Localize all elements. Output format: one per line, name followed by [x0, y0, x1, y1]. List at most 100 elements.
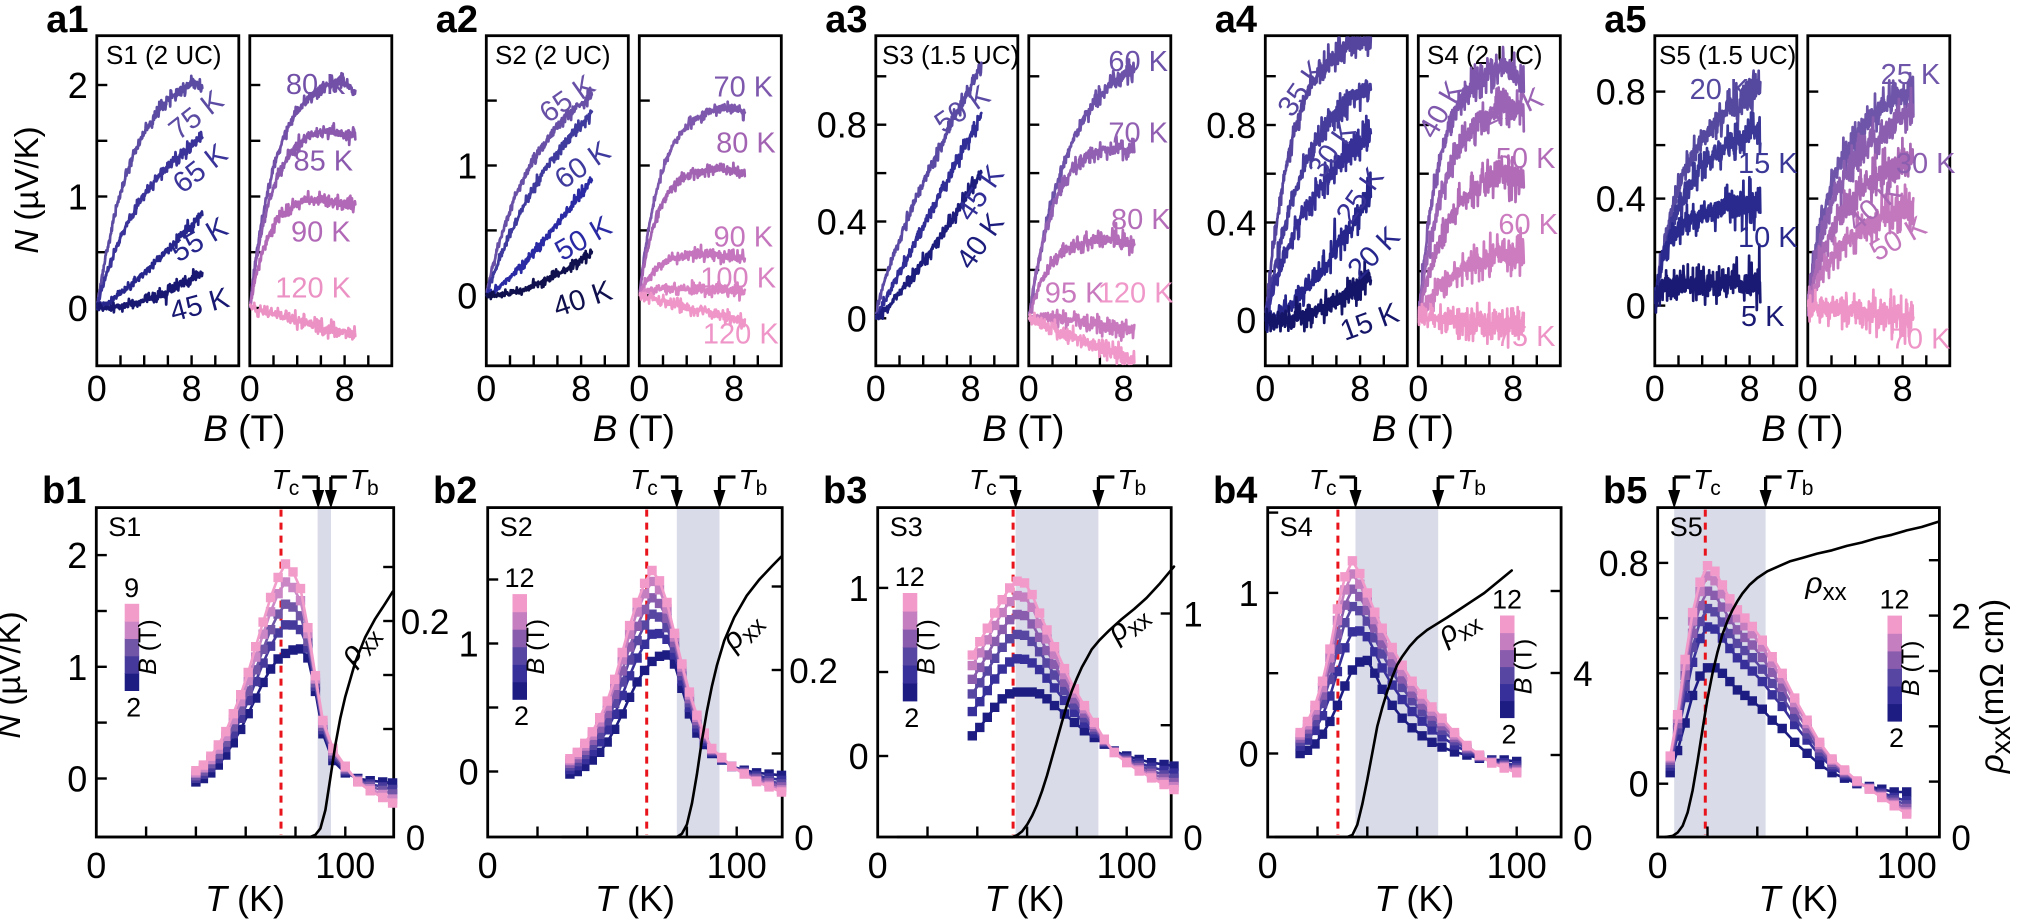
svg-text:0: 0 — [868, 845, 888, 886]
svg-text:2: 2 — [1889, 723, 1904, 753]
svg-text:0: 0 — [1236, 300, 1256, 341]
svg-text:0: 0 — [629, 368, 649, 409]
svg-text:0.4: 0.4 — [817, 202, 867, 243]
svg-text:N (µV/K): N (µV/K) — [0, 611, 27, 738]
svg-text:S5 (1.5 UC): S5 (1.5 UC) — [1659, 40, 1796, 70]
svg-text:S4: S4 — [1280, 512, 1313, 542]
svg-text:0.4: 0.4 — [1206, 203, 1256, 244]
svg-text:B (T): B (T) — [134, 619, 162, 675]
svg-text:0.2: 0.2 — [401, 603, 450, 642]
svg-text:a4: a4 — [1215, 0, 1257, 41]
svg-text:2: 2 — [67, 535, 87, 576]
svg-text:T (K): T (K) — [595, 878, 675, 919]
svg-text:70 K: 70 K — [1891, 324, 1951, 356]
svg-text:0: 0 — [406, 819, 425, 858]
svg-text:70 K: 70 K — [1108, 117, 1168, 149]
svg-text:0: 0 — [1019, 368, 1039, 409]
svg-text:0: 0 — [1408, 368, 1428, 409]
svg-text:25 K: 25 K — [1881, 59, 1941, 91]
svg-text:b2: b2 — [433, 470, 477, 512]
svg-text:0: 0 — [1648, 845, 1668, 886]
svg-text:95 K: 95 K — [1045, 278, 1105, 310]
svg-text:2: 2 — [126, 692, 141, 722]
svg-text:B (T): B (T) — [1372, 408, 1454, 449]
svg-text:0: 0 — [1629, 764, 1649, 805]
svg-text:8: 8 — [961, 368, 981, 409]
svg-text:0.8: 0.8 — [1599, 543, 1649, 584]
svg-text:0: 0 — [1645, 368, 1665, 409]
svg-text:a3: a3 — [825, 0, 867, 41]
svg-text:8: 8 — [1893, 368, 1913, 409]
svg-text:0: 0 — [1573, 819, 1592, 858]
svg-text:a2: a2 — [436, 0, 478, 41]
svg-text:S5: S5 — [1670, 512, 1703, 542]
svg-text:a5: a5 — [1604, 0, 1646, 41]
svg-text:0.2: 0.2 — [789, 652, 838, 691]
svg-text:9: 9 — [124, 573, 139, 603]
svg-text:0: 0 — [68, 288, 88, 329]
svg-text:12: 12 — [895, 562, 925, 592]
svg-text:Tb: Tb — [350, 464, 379, 500]
svg-text:b1: b1 — [42, 470, 86, 512]
svg-text:B (T): B (T) — [522, 619, 550, 675]
svg-text:8: 8 — [1503, 368, 1523, 409]
svg-text:S1: S1 — [108, 512, 141, 542]
svg-text:8: 8 — [182, 368, 202, 409]
svg-text:S2: S2 — [500, 512, 533, 542]
svg-text:2: 2 — [514, 701, 529, 731]
svg-text:100: 100 — [1097, 845, 1157, 886]
svg-text:S3 (1.5 UC): S3 (1.5 UC) — [882, 40, 1019, 70]
svg-text:75 K: 75 K — [1496, 321, 1556, 353]
svg-text:100 K: 100 K — [700, 263, 776, 295]
svg-text:b3: b3 — [823, 470, 867, 512]
svg-text:0: 0 — [1951, 819, 1970, 858]
svg-text:1: 1 — [849, 568, 869, 609]
svg-text:S1 (2 UC): S1 (2 UC) — [106, 40, 222, 70]
svg-text:120 K: 120 K — [275, 273, 351, 305]
svg-text:1: 1 — [67, 647, 87, 688]
svg-text:0: 0 — [457, 275, 477, 316]
svg-text:100: 100 — [315, 845, 375, 886]
svg-text:8: 8 — [1350, 368, 1370, 409]
svg-text:80 K: 80 K — [716, 128, 776, 160]
svg-text:50 K: 50 K — [1496, 143, 1556, 175]
svg-text:0: 0 — [240, 368, 260, 409]
svg-text:0: 0 — [86, 845, 106, 886]
svg-text:30 K: 30 K — [1896, 148, 1956, 180]
svg-text:1: 1 — [459, 624, 479, 665]
svg-text:20 K: 20 K — [1690, 74, 1750, 106]
svg-text:90 K: 90 K — [291, 217, 351, 249]
svg-text:T (K): T (K) — [985, 878, 1065, 919]
svg-text:0: 0 — [866, 368, 886, 409]
svg-text:B (T): B (T) — [1761, 408, 1843, 449]
svg-text:100: 100 — [1877, 845, 1937, 886]
svg-text:0: 0 — [1258, 845, 1278, 886]
svg-text:80 K: 80 K — [286, 69, 346, 101]
svg-text:100: 100 — [707, 845, 767, 886]
svg-text:B (T): B (T) — [1510, 639, 1538, 695]
svg-text:1: 1 — [1183, 596, 1202, 635]
svg-text:100: 100 — [1487, 845, 1547, 886]
svg-text:0: 0 — [1183, 819, 1202, 858]
svg-text:B (T): B (T) — [1897, 641, 1925, 697]
svg-text:a1: a1 — [46, 0, 88, 41]
svg-text:8: 8 — [335, 368, 355, 409]
svg-text:0: 0 — [1239, 734, 1259, 775]
svg-text:60 K: 60 K — [1498, 209, 1558, 241]
svg-text:B (T): B (T) — [203, 408, 285, 449]
svg-text:S4 (2 UC): S4 (2 UC) — [1427, 40, 1543, 70]
svg-text:60 K: 60 K — [1108, 46, 1168, 78]
svg-text:0: 0 — [478, 845, 498, 886]
svg-text:2: 2 — [904, 703, 919, 733]
svg-text:b5: b5 — [1603, 470, 1647, 512]
svg-text:10 K: 10 K — [1738, 222, 1798, 254]
svg-text:0: 0 — [67, 759, 87, 800]
svg-text:8: 8 — [1114, 368, 1134, 409]
svg-text:12: 12 — [504, 563, 534, 593]
svg-text:ρxx(mΩ cm): ρxx(mΩ cm) — [1973, 599, 2016, 774]
svg-text:S2 (2 UC): S2 (2 UC) — [495, 40, 611, 70]
svg-text:12: 12 — [1879, 585, 1909, 615]
svg-text:0: 0 — [476, 368, 496, 409]
svg-text:1: 1 — [457, 146, 477, 187]
svg-text:0.4: 0.4 — [1596, 179, 1646, 220]
